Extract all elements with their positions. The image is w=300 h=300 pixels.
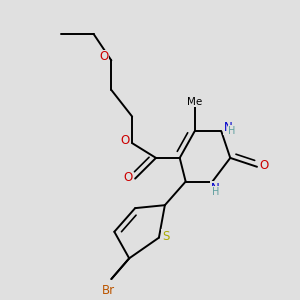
Text: N: N (211, 182, 220, 194)
Text: Me: Me (187, 97, 202, 107)
Text: O: O (259, 159, 268, 172)
Text: S: S (162, 230, 169, 243)
Text: O: O (99, 50, 109, 63)
Text: H: H (212, 187, 219, 196)
Text: H: H (228, 126, 236, 136)
Text: Br: Br (102, 284, 115, 297)
Text: O: O (120, 134, 129, 147)
Text: N: N (224, 121, 232, 134)
Text: O: O (123, 171, 132, 184)
